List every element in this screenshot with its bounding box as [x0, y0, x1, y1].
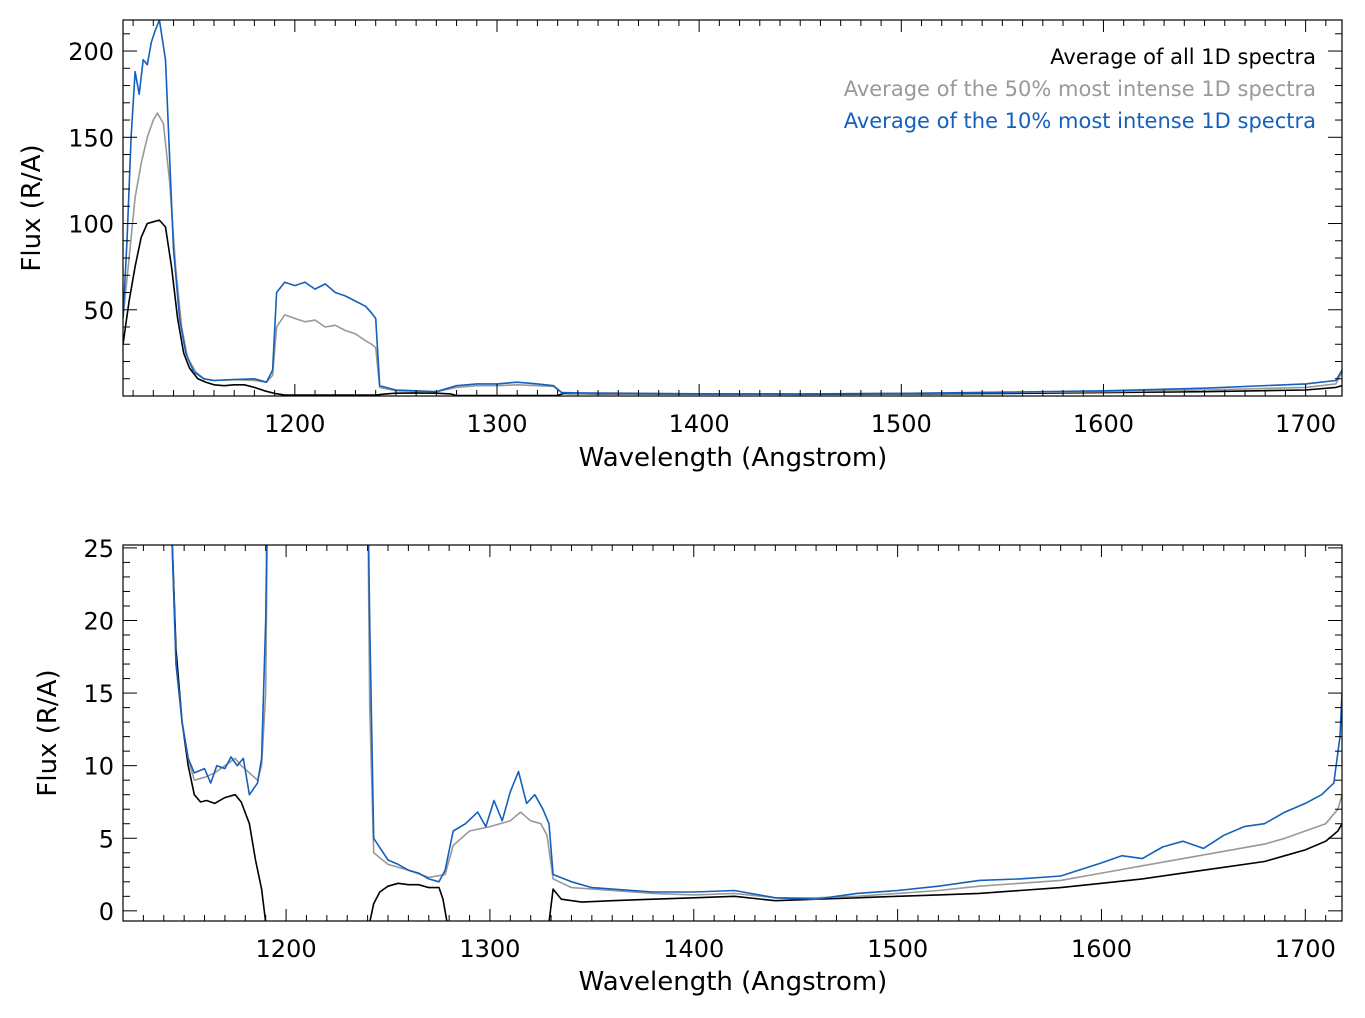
top-x-tick-label: 1400 — [669, 410, 730, 438]
top-y-tick-label: 100 — [68, 211, 114, 239]
bottom-x-tick-label: 1300 — [459, 935, 520, 963]
bottom-series-line-1 — [171, 545, 1342, 899]
top-y-tick-label: 50 — [83, 297, 114, 325]
legend-entry-all: Average of all 1D spectra — [1050, 45, 1316, 69]
bottom-x-axis-title: Wavelength (Angstrom) — [579, 967, 888, 997]
bottom-y-tick-label: 20 — [83, 607, 114, 635]
bottom-series-line-2 — [171, 545, 1342, 900]
top-y-tick-label: 150 — [68, 124, 114, 152]
top-x-tick-label: 1300 — [466, 410, 527, 438]
top-panel: 1200 1300 1400 1500 1600 1700 50 100 150 200 Wave… — [17, 19, 1343, 473]
top-x-axis-title: Wavelength (Angstrom) — [579, 443, 888, 473]
top-plot-frame — [122, 19, 1343, 397]
bottom-y-tick-label: 25 — [83, 535, 114, 563]
top-x-tick-label: 1500 — [871, 410, 932, 438]
top-y-axis-title: Flux (R/A) — [17, 144, 47, 271]
bottom-x-tick-label: 1700 — [1275, 935, 1336, 963]
bottom-series-line-0 — [171, 545, 1342, 921]
bottom-y-tick-label: 10 — [83, 753, 114, 781]
bottom-x-tick-label: 1200 — [256, 935, 317, 963]
bottom-y-axis-title: Flux (R/A) — [33, 669, 63, 796]
bottom-panel: 1200 1300 1400 1500 1600 1700 0 5 10 15 20 25 Wavel… — [33, 535, 1343, 997]
legend-entry-10pct: Average of the 10% most intense 1D spect… — [844, 109, 1316, 133]
top-y-tick-label: 200 — [68, 38, 114, 66]
top-x-tick-label: 1700 — [1275, 410, 1336, 438]
top-x-tick-label: 1200 — [264, 410, 325, 438]
bottom-y-tick-label: 15 — [83, 680, 114, 708]
bottom-x-tick-label: 1400 — [663, 935, 724, 963]
bottom-x-tick-label: 1500 — [867, 935, 928, 963]
bottom-y-tick-label: 5 — [99, 825, 114, 853]
bottom-plot-frame — [122, 544, 1343, 922]
legend: Average of all 1D spectra Average of the… — [844, 45, 1316, 133]
bottom-y-tick-label: 0 — [99, 898, 114, 926]
top-x-tick-label: 1600 — [1073, 410, 1134, 438]
legend-entry-50pct: Average of the 50% most intense 1D spect… — [844, 77, 1316, 101]
bottom-x-tick-label: 1600 — [1071, 935, 1132, 963]
